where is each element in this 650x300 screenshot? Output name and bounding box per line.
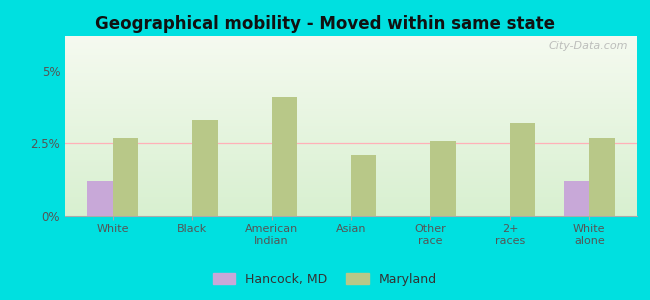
Legend: Hancock, MD, Maryland: Hancock, MD, Maryland: [208, 268, 442, 291]
Bar: [272, 97, 297, 216]
Bar: [590, 138, 615, 216]
Bar: [564, 181, 590, 216]
Bar: [112, 138, 138, 216]
Bar: [510, 123, 536, 216]
Bar: [192, 120, 218, 216]
Bar: [87, 181, 112, 216]
Bar: [430, 140, 456, 216]
Text: City-Data.com: City-Data.com: [549, 41, 629, 51]
Bar: [351, 155, 376, 216]
Text: Geographical mobility - Moved within same state: Geographical mobility - Moved within sam…: [95, 15, 555, 33]
